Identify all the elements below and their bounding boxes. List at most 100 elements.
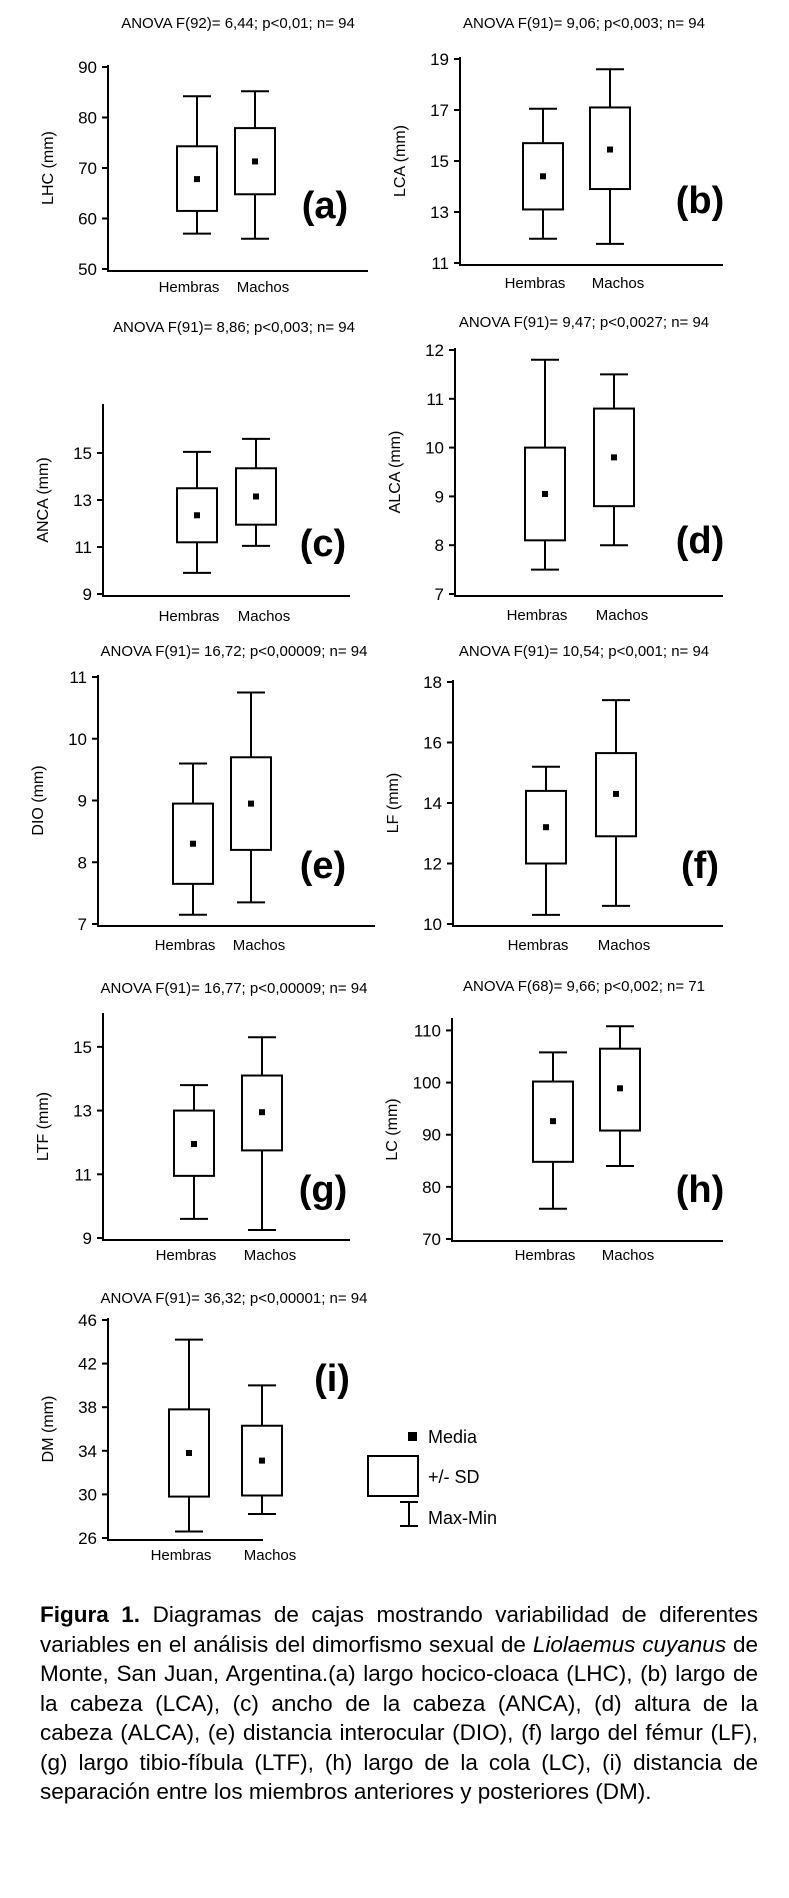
figure-caption: Figura 1. Diagramas de cajas mostrando v…	[40, 1600, 758, 1807]
chart-title: ANOVA F(92)= 6,44; p<0,01; n= 94	[121, 15, 355, 32]
y-tick-label: 60	[78, 210, 97, 229]
mean-marker	[550, 1118, 556, 1125]
y-tick-label: 12	[423, 855, 442, 874]
y-tick-label: 50	[78, 260, 97, 279]
mean-marker	[542, 490, 548, 497]
chart-title: ANOVA F(68)= 9,66; p<0,002; n= 71	[463, 978, 705, 995]
y-tick-label: 90	[78, 58, 97, 77]
chart-panel-e: ANOVA F(91)= 16,72; p<0,00009; n= 94 7 8 9 1…	[30, 643, 375, 954]
y-tick-label: 15	[73, 1038, 92, 1057]
panel-label: (c)	[300, 523, 346, 565]
mean-marker	[259, 1457, 265, 1464]
panel-label: (d)	[676, 520, 725, 562]
y-axis-label: DIO (mm)	[30, 765, 47, 835]
y-axis-label: ALCA (mm)	[387, 431, 404, 514]
panel-label: (a)	[302, 185, 348, 227]
y-tick-label: 8	[78, 853, 87, 872]
category-label: Machos	[237, 279, 290, 296]
y-tick-label: 8	[435, 536, 444, 555]
chart-title: ANOVA F(91)= 9,47; p<0,0027; n= 94	[459, 314, 709, 331]
category-label: Hembras	[515, 1247, 576, 1264]
y-tick-label: 30	[78, 1485, 97, 1504]
category-label: Hembras	[156, 1247, 217, 1264]
y-tick-label: 42	[78, 1355, 97, 1374]
chart-panel-g: ANOVA F(91)= 16,77; p<0,00009; n= 94 9 11 1…	[35, 980, 368, 1264]
figure-panels: ANOVA F(92)= 6,44; p<0,01; n= 94 50 60 70 80…	[30, 15, 725, 1564]
y-axis-label: ANCA (mm)	[35, 457, 52, 542]
mean-marker	[253, 493, 259, 500]
category-label: Machos	[233, 937, 286, 954]
mean-marker	[248, 800, 254, 807]
panel-label: (f)	[681, 845, 719, 887]
legend-sd-box	[367, 1455, 419, 1497]
y-tick-label: 10	[425, 439, 444, 458]
y-tick-label: 9	[78, 792, 87, 811]
y-tick-label: 26	[78, 1529, 97, 1548]
y-tick-label: 11	[431, 254, 449, 273]
y-tick-label: 46	[78, 1311, 97, 1330]
chart-panel-d: ANOVA F(91)= 9,47; p<0,0027; n= 94 7 8 9 10 1…	[387, 314, 724, 624]
panel-label: (g)	[299, 1169, 348, 1211]
chart-panel-f: ANOVA F(91)= 10,54; p<0,001; n= 94 10 12 14…	[385, 643, 723, 954]
y-tick-label: 70	[422, 1230, 441, 1249]
category-label: Machos	[238, 608, 291, 625]
y-tick-label: 19	[430, 50, 449, 69]
y-axis-label: LHC (mm)	[40, 131, 57, 205]
chart-title: ANOVA F(91)= 10,54; p<0,001; n= 94	[459, 643, 709, 660]
caption-text-2: de Monte, San Juan, Argentina.(a) largo …	[40, 1631, 758, 1805]
y-tick-label: 12	[425, 341, 444, 360]
chart-panel-i: ANOVA F(91)= 36,32; p<0,00001; n= 94 26 30…	[40, 1290, 368, 1564]
y-axis-label: LCA (mm)	[392, 125, 409, 197]
caption-text-1: Diagramas de cajas mostrando variabilida…	[40, 1602, 758, 1657]
category-label: Hembras	[159, 279, 220, 296]
y-tick-label: 17	[430, 101, 449, 120]
mean-marker	[191, 1141, 197, 1148]
category-label: Machos	[598, 937, 651, 954]
y-tick-label: 7	[78, 915, 87, 934]
category-label: Hembras	[155, 937, 216, 954]
y-tick-label: 15	[430, 152, 449, 171]
y-tick-label: 9	[83, 1229, 92, 1248]
y-tick-label: 11	[74, 1165, 92, 1184]
mean-marker	[540, 173, 546, 180]
y-tick-label: 80	[422, 1178, 441, 1197]
y-tick-label: 14	[423, 794, 442, 813]
y-tick-label: 13	[430, 203, 449, 222]
legend-mean-marker	[408, 1432, 417, 1441]
y-tick-label: 10	[423, 915, 442, 934]
chart-title: ANOVA F(91)= 8,86; p<0,003; n= 94	[113, 319, 355, 336]
chart-panel-c: ANOVA F(91)= 8,86; p<0,003; n= 94 9 11 13 15…	[35, 319, 355, 625]
legend: Media +/- SD Max-Min	[367, 1427, 497, 1528]
y-tick-label: 11	[69, 668, 87, 687]
y-tick-label: 13	[73, 1102, 92, 1121]
y-tick-label: 13	[73, 491, 92, 510]
y-tick-label: 10	[68, 730, 87, 749]
category-label: Hembras	[505, 275, 566, 292]
panel-label: (i)	[314, 1358, 350, 1400]
panel-label: (h)	[676, 1169, 725, 1211]
category-label: Machos	[244, 1247, 297, 1264]
panel-label: (e)	[300, 845, 346, 887]
y-axis-label: DM (mm)	[40, 1396, 57, 1463]
cut-off-text: a a a a a a a a a a a a a a a a a a a a …	[40, 1872, 438, 1897]
y-tick-label: 80	[78, 109, 97, 128]
chart-title: ANOVA F(91)= 16,77; p<0,00009; n= 94	[101, 980, 368, 997]
y-tick-label: 7	[435, 585, 444, 604]
y-axis-label: LF (mm)	[385, 773, 402, 833]
category-label: Machos	[592, 275, 645, 292]
y-tick-label: 38	[78, 1398, 97, 1417]
chart-title: ANOVA F(91)= 36,32; p<0,00001; n= 94	[101, 1290, 368, 1307]
mean-marker	[186, 1449, 192, 1456]
mean-marker	[252, 158, 258, 165]
y-tick-label: 9	[435, 487, 444, 506]
category-label: Hembras	[507, 607, 568, 624]
legend-range-label: Max-Min	[428, 1508, 497, 1528]
y-axis-label: LTF (mm)	[35, 1092, 52, 1161]
mean-marker	[543, 824, 549, 831]
y-tick-label: 90	[422, 1126, 441, 1145]
mean-marker	[611, 454, 617, 461]
mean-marker	[607, 146, 613, 153]
y-tick-label: 70	[78, 159, 97, 178]
mean-marker	[613, 790, 619, 797]
chart-panel-a: ANOVA F(92)= 6,44; p<0,01; n= 94 50 60 70 80…	[40, 15, 368, 296]
